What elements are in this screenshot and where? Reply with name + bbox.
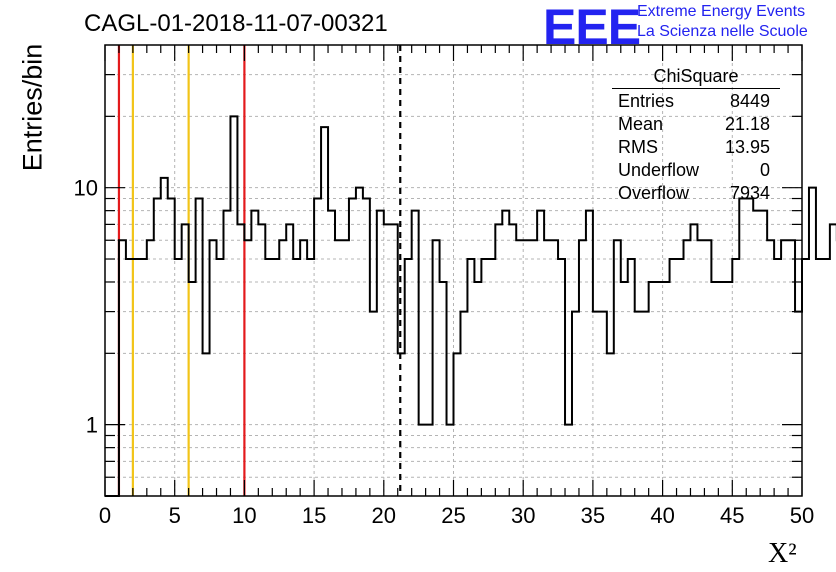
stats-label: Underflow xyxy=(618,160,700,180)
reference-lines xyxy=(117,45,402,496)
stats-value: 0 xyxy=(759,160,770,180)
stats-box: ChiSquare Entries 8449 Mean 21.18 RMS 13… xyxy=(612,66,780,205)
x-tick-labels: 0 5 10 15 20 25 30 35 40 45 50 xyxy=(99,503,814,528)
x-tick-label: 40 xyxy=(650,503,674,528)
stats-label: RMS xyxy=(618,137,658,157)
x-tick-label: 35 xyxy=(581,503,605,528)
x-tick-label: 10 xyxy=(232,503,256,528)
histogram-title: CAGL-01-2018-11-07-00321 xyxy=(84,10,388,37)
axis-ticks xyxy=(104,45,803,496)
stats-value: 13.95 xyxy=(724,137,770,157)
x-tick-label: 25 xyxy=(441,503,465,528)
stats-value: 8449 xyxy=(729,91,770,111)
stats-label: Entries xyxy=(618,91,675,111)
y-tick-label: 10 xyxy=(74,176,98,201)
stats-row-underflow: Underflow 0 xyxy=(612,159,780,182)
stats-row-mean: Mean 21.18 xyxy=(612,113,780,136)
x-tick-label: 30 xyxy=(511,503,535,528)
stats-row-rms: RMS 13.95 xyxy=(612,136,780,159)
logo-line-2: La Scienza nelle Scuole xyxy=(637,23,808,40)
y-tick-label: 1 xyxy=(86,413,98,438)
eee-logo-mark: EEE xyxy=(543,0,641,55)
stats-label: Overflow xyxy=(618,183,690,203)
y-tick-labels: 1 10 xyxy=(74,176,98,438)
stats-row-overflow: Overflow 7934 xyxy=(612,182,780,205)
x-tick-label: 45 xyxy=(720,503,744,528)
stats-label: Mean xyxy=(618,114,664,134)
x-tick-label: 0 xyxy=(99,503,111,528)
y-axis-label: Entries/bin xyxy=(17,43,48,172)
x-tick-label: 50 xyxy=(790,503,814,528)
stats-value: 7934 xyxy=(729,183,770,203)
x-axis-label: X² xyxy=(768,538,797,569)
stats-row-entries: Entries 8449 xyxy=(612,90,780,113)
stats-value: 21.18 xyxy=(724,114,770,134)
stats-box-title: ChiSquare xyxy=(612,66,780,89)
logo-line-1: Extreme Energy Events xyxy=(637,3,806,20)
x-tick-label: 20 xyxy=(372,503,396,528)
histogram-outline xyxy=(105,115,836,497)
x-tick-label: 15 xyxy=(302,503,326,528)
x-tick-label: 5 xyxy=(169,503,181,528)
